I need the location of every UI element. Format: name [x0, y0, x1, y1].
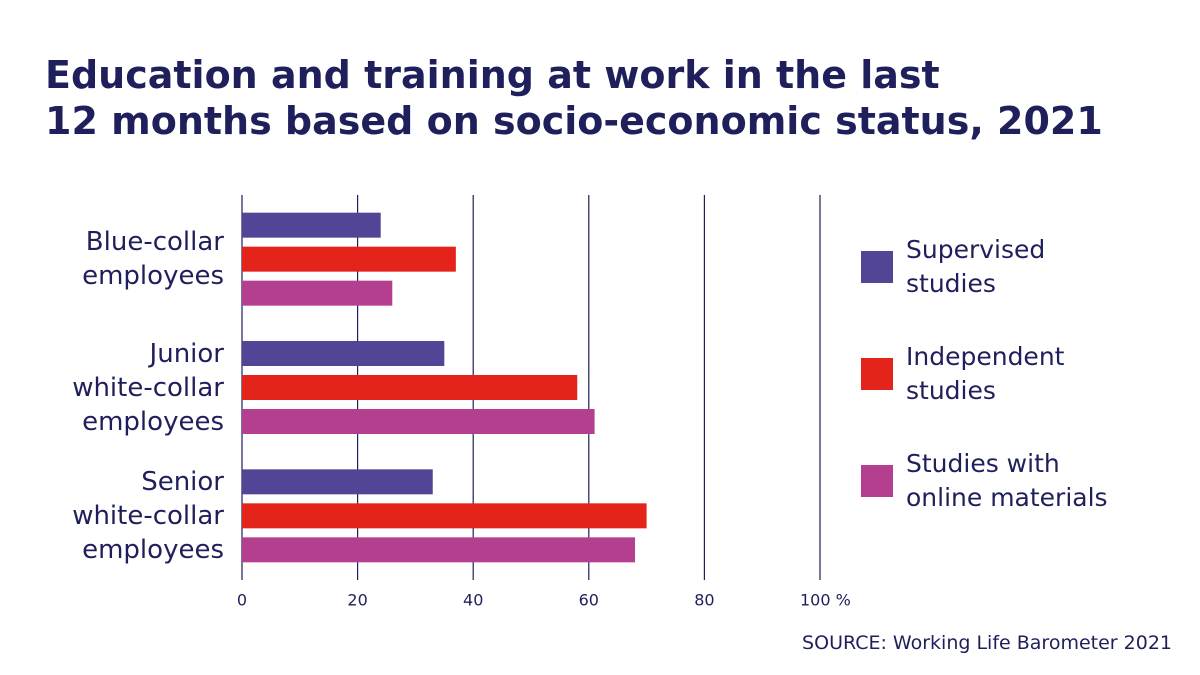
legend-swatch [861, 358, 893, 390]
bar [242, 503, 647, 529]
legend-swatch [861, 251, 893, 283]
bar [242, 246, 456, 272]
x-tick-label: 20 [347, 591, 367, 610]
bar [242, 341, 445, 366]
bar [242, 409, 595, 434]
bar [242, 280, 393, 306]
y-tick-label: Blue-collar employees [82, 227, 224, 292]
source-note: SOURCE: Working Life Barometer 2021 [802, 632, 1172, 654]
chart-title: Education and training at work in the la… [45, 53, 1103, 143]
bar [242, 469, 433, 495]
x-tick-label: 40 [463, 591, 483, 610]
x-tick-label: 60 [579, 591, 599, 610]
y-tick-label: Senior white-collar employees [72, 466, 224, 565]
bar [242, 375, 578, 400]
y-tick-label: Junior white-collar employees [72, 338, 224, 437]
legend-label: Independent studies [906, 342, 1065, 405]
x-tick-label: 0 [237, 591, 247, 610]
bar [242, 212, 381, 238]
legend-swatch [861, 465, 893, 497]
legend-label: Studies with online materials [906, 449, 1108, 512]
x-tick-label: 100 % [800, 591, 851, 610]
legend-label: Supervised studies [906, 235, 1046, 298]
x-tick-label: 80 [694, 591, 714, 610]
bar [242, 537, 636, 563]
